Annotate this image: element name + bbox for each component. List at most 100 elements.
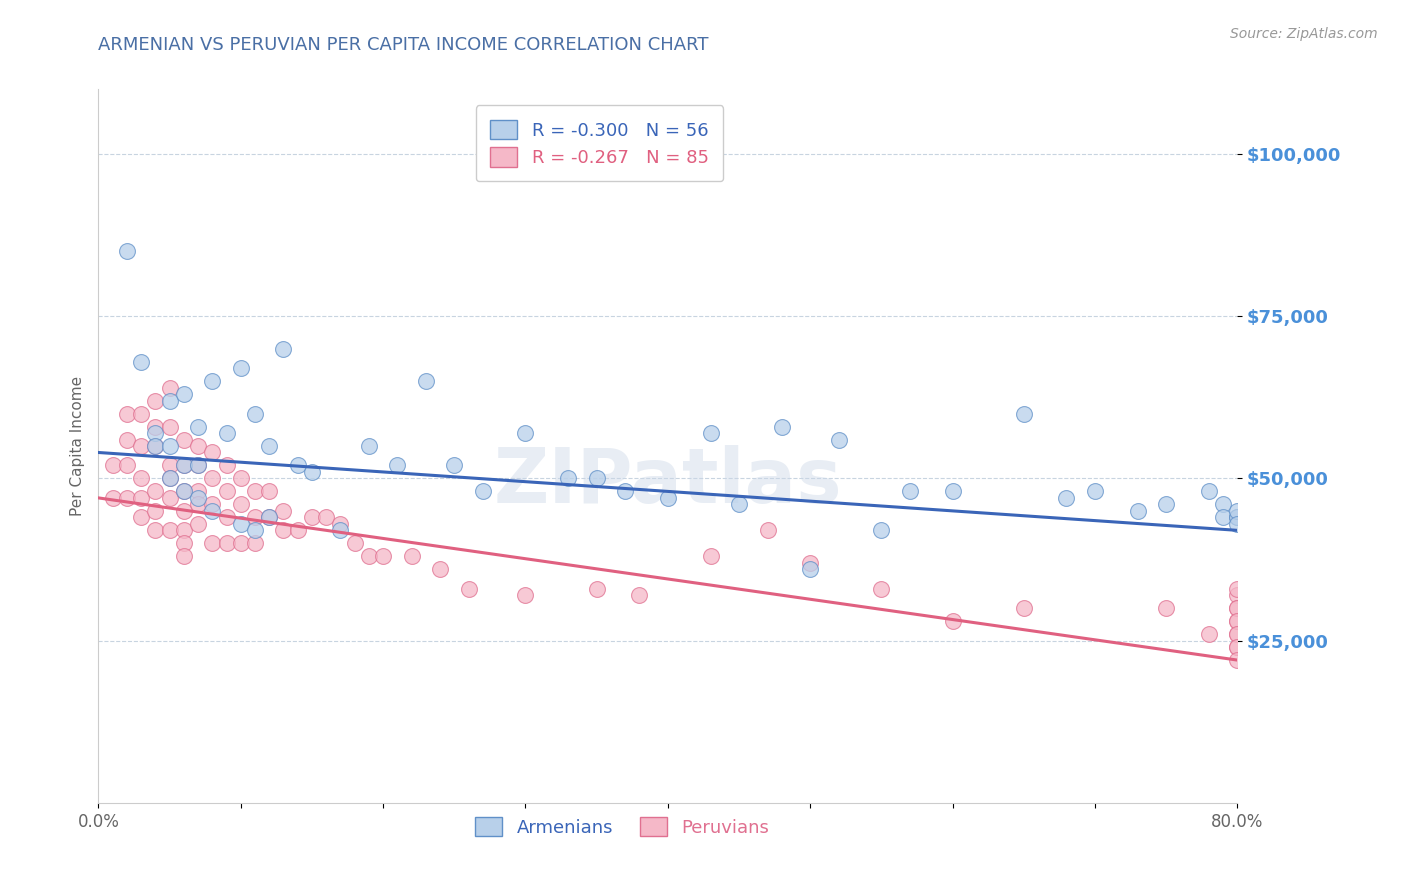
Text: Source: ZipAtlas.com: Source: ZipAtlas.com	[1230, 27, 1378, 41]
Point	[229, 497, 252, 511]
Point	[173, 549, 195, 564]
Point	[173, 484, 195, 499]
Point	[201, 471, 224, 485]
Point	[159, 524, 181, 538]
Point	[1226, 510, 1249, 524]
Point	[187, 516, 209, 531]
Point	[201, 374, 224, 388]
Point	[585, 471, 607, 485]
Point	[1154, 601, 1177, 615]
Point	[243, 536, 266, 550]
Point	[287, 524, 309, 538]
Point	[129, 471, 152, 485]
Point	[799, 562, 821, 576]
Point	[173, 433, 195, 447]
Point	[942, 484, 965, 499]
Point	[415, 374, 437, 388]
Point	[243, 524, 266, 538]
Text: ZIPatlas: ZIPatlas	[494, 445, 842, 518]
Point	[215, 484, 238, 499]
Point	[301, 465, 323, 479]
Point	[557, 471, 579, 485]
Point	[1226, 640, 1249, 654]
Point	[1226, 627, 1249, 641]
Point	[728, 497, 751, 511]
Point	[770, 419, 793, 434]
Point	[259, 510, 281, 524]
Point	[1226, 582, 1249, 596]
Point	[1212, 497, 1234, 511]
Point	[614, 484, 637, 499]
Point	[101, 491, 124, 505]
Point	[657, 491, 679, 505]
Point	[1056, 491, 1078, 505]
Point	[215, 510, 238, 524]
Point	[1012, 407, 1035, 421]
Point	[1198, 484, 1220, 499]
Point	[215, 458, 238, 473]
Point	[942, 614, 965, 628]
Point	[828, 433, 851, 447]
Point	[1226, 627, 1249, 641]
Point	[159, 471, 181, 485]
Point	[145, 393, 167, 408]
Point	[1226, 601, 1249, 615]
Point	[329, 516, 352, 531]
Legend: Armenians, Peruvians: Armenians, Peruvians	[468, 809, 776, 844]
Point	[145, 504, 167, 518]
Point	[145, 439, 167, 453]
Point	[173, 458, 195, 473]
Point	[1198, 627, 1220, 641]
Point	[115, 433, 138, 447]
Point	[443, 458, 465, 473]
Point	[1226, 588, 1249, 602]
Point	[159, 471, 181, 485]
Point	[515, 588, 537, 602]
Point	[429, 562, 451, 576]
Point	[1226, 601, 1249, 615]
Point	[187, 439, 209, 453]
Point	[187, 458, 209, 473]
Point	[287, 458, 309, 473]
Point	[159, 419, 181, 434]
Point	[515, 425, 537, 440]
Point	[129, 510, 152, 524]
Point	[387, 458, 409, 473]
Point	[401, 549, 423, 564]
Point	[259, 484, 281, 499]
Point	[145, 419, 167, 434]
Point	[756, 524, 779, 538]
Point	[373, 549, 395, 564]
Point	[187, 491, 209, 505]
Point	[201, 497, 224, 511]
Point	[329, 524, 352, 538]
Point	[471, 484, 494, 499]
Point	[129, 407, 152, 421]
Point	[1226, 640, 1249, 654]
Point	[115, 458, 138, 473]
Point	[229, 471, 252, 485]
Point	[115, 491, 138, 505]
Point	[1226, 510, 1249, 524]
Point	[101, 458, 124, 473]
Point	[870, 524, 893, 538]
Y-axis label: Per Capita Income: Per Capita Income	[69, 376, 84, 516]
Point	[129, 439, 152, 453]
Point	[229, 536, 252, 550]
Point	[159, 439, 181, 453]
Point	[173, 504, 195, 518]
Point	[1226, 653, 1249, 667]
Point	[357, 549, 380, 564]
Point	[273, 504, 295, 518]
Point	[159, 393, 181, 408]
Point	[243, 510, 266, 524]
Point	[187, 419, 209, 434]
Text: ARMENIAN VS PERUVIAN PER CAPITA INCOME CORRELATION CHART: ARMENIAN VS PERUVIAN PER CAPITA INCOME C…	[98, 36, 709, 54]
Point	[273, 524, 295, 538]
Point	[159, 458, 181, 473]
Point	[145, 484, 167, 499]
Point	[115, 244, 138, 259]
Point	[145, 425, 167, 440]
Point	[187, 497, 209, 511]
Point	[259, 439, 281, 453]
